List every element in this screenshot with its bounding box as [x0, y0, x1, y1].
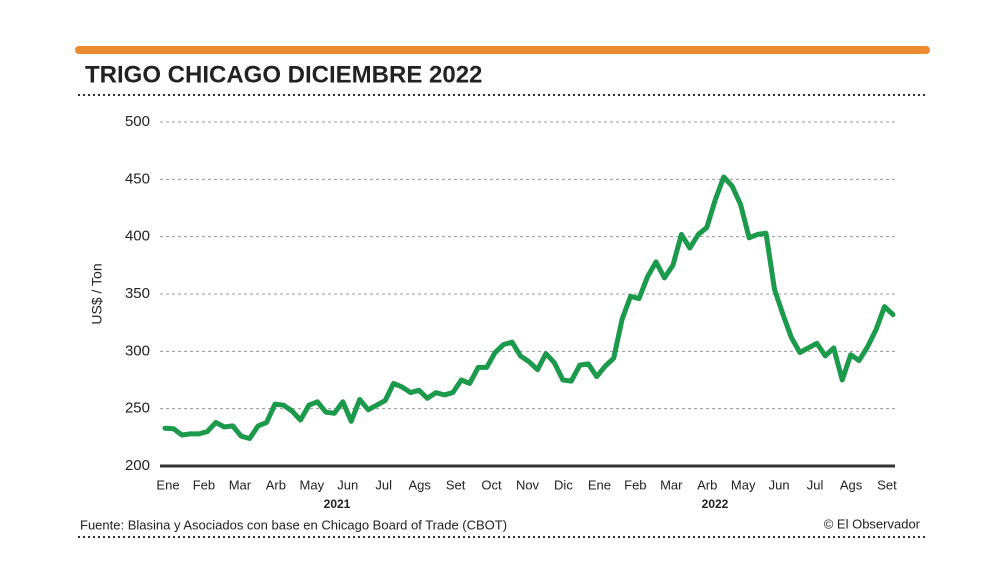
- x-tick-label: Mar: [660, 477, 683, 492]
- x-tick-label: Arb: [697, 477, 717, 492]
- chart-title: TRIGO CHICAGO DICIEMBRE 2022: [85, 61, 482, 88]
- credit: © El Observador: [824, 516, 921, 531]
- source: Fuente: Blasina y Asociados con base en …: [80, 517, 507, 532]
- y-tick-label: 300: [125, 342, 150, 359]
- x-tick-label: May: [300, 477, 325, 492]
- x-tick-label: May: [731, 477, 756, 492]
- x-tick-label: Ene: [588, 477, 611, 492]
- x-tick-label: Set: [877, 477, 897, 492]
- x-tick-label: Ags: [408, 477, 431, 492]
- year-label: 2021: [324, 497, 351, 511]
- y-tick-label: 350: [125, 285, 150, 302]
- x-tick-label: Arb: [266, 477, 286, 492]
- x-tick-label: Dic: [554, 477, 573, 492]
- x-tick-label: Jul: [807, 477, 824, 492]
- y-axis-label: US$ / Ton: [89, 263, 105, 324]
- y-tick-label: 500: [125, 113, 150, 130]
- y-tick-label: 400: [125, 228, 150, 245]
- x-tick-label: Oct: [481, 477, 502, 492]
- x-tick-label: Feb: [193, 477, 215, 492]
- y-tick-label: 450: [125, 170, 150, 187]
- x-tick-label: Ags: [840, 477, 863, 492]
- x-tick-label: Jul: [375, 477, 392, 492]
- x-tick-label: Mar: [229, 477, 252, 492]
- y-tick-label: 250: [125, 400, 150, 417]
- data-line: [162, 174, 896, 441]
- year-label: 2022: [702, 497, 729, 511]
- x-tick-label: Nov: [516, 477, 540, 492]
- top-bar: [75, 46, 930, 54]
- x-tick-label: Jun: [337, 477, 358, 492]
- x-tick-label: Jun: [769, 477, 790, 492]
- x-tick-label: Set: [446, 477, 466, 492]
- x-tick-label: Ene: [156, 477, 179, 492]
- x-tick-label: Feb: [624, 477, 646, 492]
- y-tick-label: 200: [125, 457, 150, 474]
